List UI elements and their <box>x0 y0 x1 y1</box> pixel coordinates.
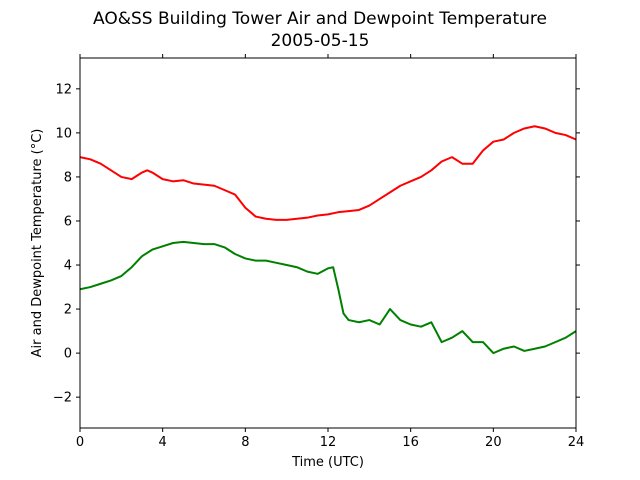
y-tick-label: 10 <box>55 126 72 141</box>
x-tick-label: 16 <box>402 435 419 450</box>
chart-title: AO&SS Building Tower Air and Dewpoint Te… <box>93 9 547 29</box>
y-tick-label: −2 <box>53 391 72 406</box>
x-axis-label: Time (UTC) <box>291 455 364 470</box>
y-tick-label: 0 <box>64 347 72 362</box>
y-tick-label: 8 <box>64 170 72 185</box>
chart-subtitle: 2005-05-15 <box>271 31 370 51</box>
y-tick-label: 4 <box>64 259 72 274</box>
y-tick-label: 12 <box>55 82 72 97</box>
x-tick-label: 0 <box>76 435 84 450</box>
x-tick-label: 24 <box>568 435 585 450</box>
series-line-0 <box>79 125 577 221</box>
y-tick-label: 2 <box>64 303 72 318</box>
y-axis-label: Air and Dewpoint Temperature (°C) <box>30 129 45 358</box>
plot-area <box>79 125 577 355</box>
x-tick-label: 12 <box>320 435 337 450</box>
x-tick-label: 4 <box>159 435 167 450</box>
axes-frame <box>79 57 577 429</box>
series-line-1 <box>79 240 577 355</box>
x-tick-label: 20 <box>485 435 502 450</box>
x-tick-label: 8 <box>241 435 249 450</box>
y-tick-label: 6 <box>64 214 72 229</box>
